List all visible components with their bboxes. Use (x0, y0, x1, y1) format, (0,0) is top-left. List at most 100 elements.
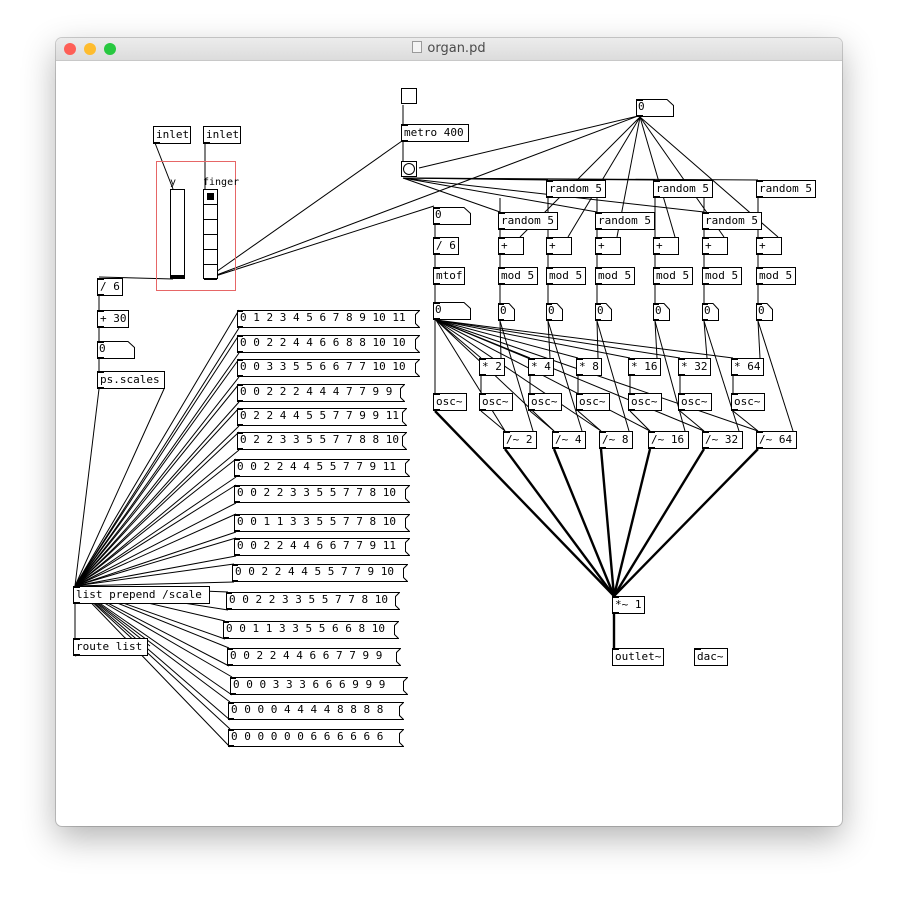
scale-message[interactable]: 0 0 2 2 4 4 5 5 7 7 9 11 (234, 459, 410, 477)
scale-message[interactable]: 0 0 0 0 0 0 6 6 6 6 6 6 (228, 729, 404, 747)
patch-canvas[interactable]: y finger inlet inlet metro 400 / 6 + 30 … (56, 61, 842, 826)
divsig-object[interactable]: /~ 16 (648, 431, 689, 449)
plus30-object[interactable]: + 30 (97, 310, 129, 328)
scale-message[interactable]: 0 2 2 4 4 5 5 7 7 9 9 11 (237, 408, 407, 426)
scale-message[interactable]: 0 0 1 1 3 3 5 5 7 7 8 10 (234, 514, 410, 532)
close-button[interactable] (64, 43, 76, 55)
patch-cord (74, 309, 240, 587)
osc-object[interactable]: osc~ (433, 393, 467, 411)
mod-number[interactable]: 0 (546, 303, 563, 321)
mtof-out-number[interactable]: 0 (433, 302, 471, 320)
radio-cell[interactable] (204, 220, 217, 235)
div6b-object[interactable]: / 6 (433, 237, 459, 255)
mul-object[interactable]: * 8 (576, 358, 602, 376)
mod-object[interactable]: mod 5 (546, 267, 586, 285)
mod-number[interactable]: 0 (702, 303, 719, 321)
object-text: osc~ (681, 395, 708, 408)
radio-cell[interactable] (204, 265, 217, 280)
ps-scales-object[interactable]: ps.scales (97, 371, 165, 389)
scale-index-number[interactable]: 0 (97, 341, 135, 359)
dac-object[interactable]: dac~ (694, 648, 728, 666)
osc-object[interactable]: osc~ (479, 393, 513, 411)
random-object[interactable]: random 5 (595, 212, 655, 230)
mod-number[interactable]: 0 (498, 303, 515, 321)
finger-radio[interactable] (203, 189, 218, 280)
scale-message[interactable]: 0 0 2 2 4 4 6 6 7 7 9 9 (227, 648, 401, 666)
plus-object[interactable]: + (756, 237, 782, 255)
random-object[interactable]: random 5 (653, 180, 713, 198)
metro-object[interactable]: metro 400 (401, 124, 469, 142)
scale-message[interactable]: 0 0 0 3 3 3 6 6 6 9 9 9 (230, 677, 408, 695)
divsig-object[interactable]: /~ 8 (599, 431, 633, 449)
mul-object[interactable]: * 2 (479, 358, 505, 376)
plus-object[interactable]: + (498, 237, 524, 255)
slider-knob[interactable] (171, 275, 184, 278)
bang-button[interactable] (401, 161, 417, 177)
mtof-object[interactable]: mtof (433, 267, 465, 285)
divsig-object[interactable]: /~ 64 (756, 431, 797, 449)
y-slider[interactable] (170, 189, 185, 279)
mul-object[interactable]: * 16 (628, 358, 661, 376)
scale-message[interactable]: 0 1 2 3 4 5 6 7 8 9 10 11 (237, 310, 420, 328)
mod-object[interactable]: mod 5 (702, 267, 742, 285)
mod-number[interactable]: 0 (756, 303, 773, 321)
scale-message[interactable]: 0 2 2 3 3 5 5 7 7 8 8 10 (237, 432, 407, 450)
mtof-in-number[interactable]: 0 (433, 207, 471, 225)
number-value: 0 (435, 303, 442, 316)
osc-object[interactable]: osc~ (678, 393, 712, 411)
divsig-object[interactable]: /~ 4 (552, 431, 586, 449)
mod-object[interactable]: mod 5 (756, 267, 796, 285)
scale-message[interactable]: 0 0 2 2 4 4 5 5 7 7 9 10 (232, 564, 408, 582)
metro-number[interactable]: 0 (636, 99, 674, 117)
plus-object[interactable]: + (595, 237, 621, 255)
random-object[interactable]: random 5 (498, 212, 558, 230)
mul-object[interactable]: * 32 (678, 358, 711, 376)
divsig-object[interactable]: /~ 32 (702, 431, 743, 449)
mod-number[interactable]: 0 (595, 303, 612, 321)
route-list-object[interactable]: route list (73, 638, 148, 656)
osc-object[interactable]: osc~ (731, 393, 765, 411)
plus-object[interactable]: + (653, 237, 679, 255)
mod-number[interactable]: 0 (653, 303, 670, 321)
radio-cell[interactable] (204, 205, 217, 220)
scale-message[interactable]: 0 0 2 2 4 4 6 6 8 8 10 10 (237, 335, 420, 353)
object-text: dac~ (697, 650, 724, 663)
scale-message[interactable]: 0 0 2 2 3 3 5 5 7 7 8 10 (234, 485, 410, 503)
mul-object[interactable]: * 64 (731, 358, 764, 376)
minimize-button[interactable] (84, 43, 96, 55)
canvas-frame (156, 161, 236, 291)
scale-message[interactable]: 0 0 2 2 2 4 4 4 7 7 9 9 (237, 384, 405, 402)
scale-message[interactable]: 0 0 2 2 4 4 6 6 7 7 9 11 (234, 538, 410, 556)
patch-cord (435, 319, 579, 359)
osc-object[interactable]: osc~ (628, 393, 662, 411)
patch-cord (599, 448, 616, 597)
mulsig-object[interactable]: *~ 1 (612, 596, 645, 614)
random-object[interactable]: random 5 (546, 180, 606, 198)
list-prepend-object[interactable]: list prepend /scale (73, 586, 210, 604)
plus-object[interactable]: + (546, 237, 572, 255)
metro-toggle[interactable] (401, 88, 417, 104)
zoom-button[interactable] (104, 43, 116, 55)
inlet-finger-object[interactable]: inlet (203, 126, 241, 144)
scale-message[interactable]: 0 0 0 0 4 4 4 4 8 8 8 8 (228, 702, 404, 720)
random-object[interactable]: random 5 (756, 180, 816, 198)
radio-cell[interactable] (204, 190, 217, 205)
title-bar[interactable]: organ.pd (56, 38, 842, 61)
plus-object[interactable]: + (702, 237, 728, 255)
mod-object[interactable]: mod 5 (653, 267, 693, 285)
osc-object[interactable]: osc~ (528, 393, 562, 411)
scale-message[interactable]: 0 0 1 1 3 3 5 5 6 6 8 10 (223, 621, 399, 639)
mod-object[interactable]: mod 5 (498, 267, 538, 285)
osc-object[interactable]: osc~ (576, 393, 610, 411)
scale-message[interactable]: 0 0 3 3 5 5 6 6 7 7 10 10 (237, 359, 420, 377)
radio-cell[interactable] (204, 250, 217, 265)
scale-message[interactable]: 0 0 2 2 3 3 5 5 7 7 8 10 (226, 592, 400, 610)
divsig-object[interactable]: /~ 2 (503, 431, 537, 449)
mul-object[interactable]: * 4 (528, 358, 554, 376)
random-object[interactable]: random 5 (702, 212, 762, 230)
outlet-object[interactable]: outlet~ (612, 648, 664, 666)
radio-cell[interactable] (204, 235, 217, 250)
div6-object[interactable]: / 6 (97, 278, 123, 296)
mod-object[interactable]: mod 5 (595, 267, 635, 285)
inlet-y-object[interactable]: inlet (153, 126, 191, 144)
